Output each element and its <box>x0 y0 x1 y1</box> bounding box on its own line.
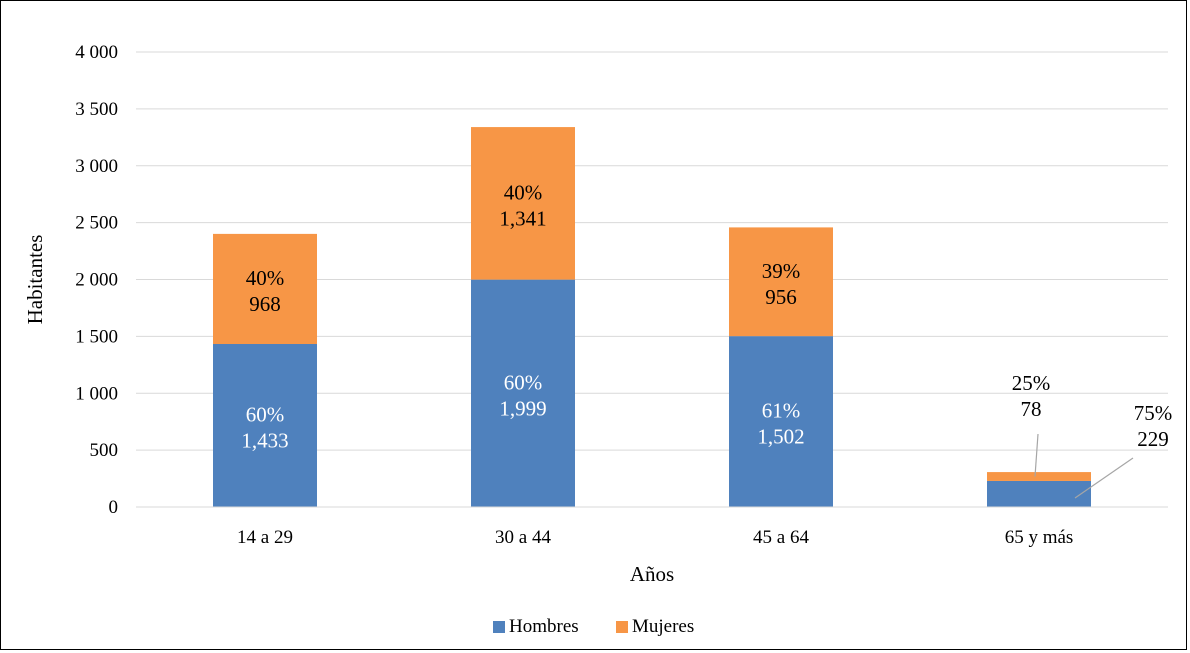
data-label-mujeres-value: 78 <box>1021 397 1042 421</box>
bar-segment-mujeres <box>729 227 833 337</box>
leader-line-hombres <box>1074 457 1134 499</box>
data-label-mujeres-pct: 40% <box>504 180 543 204</box>
legend-label: Hombres <box>509 616 579 637</box>
bars: 60%1,43340%96860%1,99940%1,34161%1,50239… <box>213 127 1172 507</box>
bar-segment-hombres <box>987 480 1091 507</box>
legend-swatch <box>493 621 505 633</box>
bar-segment-hombres <box>213 343 317 507</box>
x-tick-label: 65 y más <box>1005 527 1074 548</box>
bar-segment-mujeres <box>471 127 575 280</box>
x-tick-label: 45 a 64 <box>753 527 809 548</box>
data-label-hombres-value: 229 <box>1137 427 1169 451</box>
data-label-hombres-pct: 61% <box>762 399 801 423</box>
x-tick-label: 14 a 29 <box>237 527 293 548</box>
data-label-hombres-pct: 75% <box>1134 401 1173 425</box>
data-label-mujeres-value: 956 <box>765 285 797 309</box>
data-label-mujeres-value: 1,341 <box>499 206 546 230</box>
x-tick-label: 30 a 44 <box>495 527 551 548</box>
y-tick-label: 1 500 <box>75 326 118 347</box>
data-label-mujeres-pct: 40% <box>246 266 285 290</box>
legend-swatch <box>616 621 628 633</box>
y-axis-ticks: 0 500 1 000 1 500 2 000 2 500 3 000 3 500 4 000 <box>75 42 118 518</box>
x-axis-title: Años <box>630 562 674 586</box>
leader-line-mujeres <box>1034 433 1039 477</box>
bar-segment-hombres <box>729 336 833 507</box>
y-tick-label: 3 000 <box>75 156 118 177</box>
legend: Hombres Mujeres <box>493 616 694 637</box>
data-label-hombres-value: 1,433 <box>241 428 288 452</box>
legend-label: Mujeres <box>632 616 694 637</box>
bar-segment-hombres <box>471 279 575 507</box>
y-tick-label: 1 000 <box>75 383 118 404</box>
x-axis-ticks: 14 a 29 30 a 44 45 a 64 65 y más <box>237 527 1073 548</box>
bar-segment-mujeres <box>987 472 1091 481</box>
data-label-mujeres-pct: 25% <box>1012 371 1051 395</box>
y-tick-label: 500 <box>90 440 119 461</box>
y-tick-label: 4 000 <box>75 42 118 63</box>
data-label-hombres-value: 1,999 <box>499 396 546 420</box>
data-label-mujeres-value: 968 <box>249 292 281 316</box>
y-tick-label: 2 500 <box>75 213 118 234</box>
data-label-hombres-pct: 60% <box>246 402 285 426</box>
data-label-hombres-pct: 60% <box>504 370 543 394</box>
data-label-mujeres-pct: 39% <box>762 259 801 283</box>
bar-segment-mujeres <box>213 233 317 344</box>
y-tick-label: 2 000 <box>75 270 118 291</box>
data-label-hombres-value: 1,502 <box>757 425 804 449</box>
y-tick-label: 0 <box>109 497 119 518</box>
y-axis-title: Habitantes <box>23 235 47 325</box>
y-tick-label: 3 500 <box>75 99 118 120</box>
